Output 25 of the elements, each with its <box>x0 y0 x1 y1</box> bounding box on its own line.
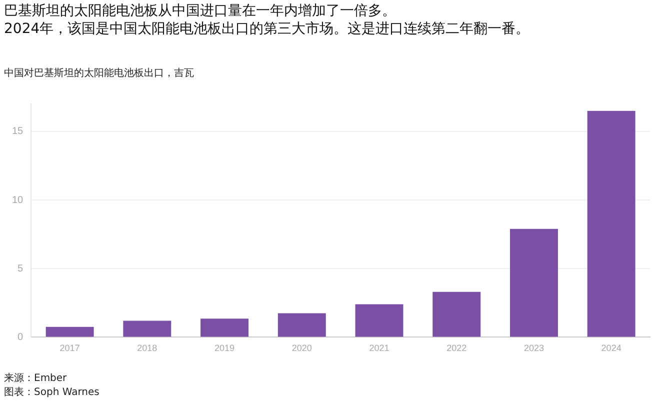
x-tick-label: 2019 <box>214 343 235 354</box>
y-tick-label: 5 <box>18 263 24 274</box>
chart-subtitle: 2024年，该国是中国太阳能电池板出口的第三大市场。这是进口连续第二年翻一番。 <box>4 20 530 38</box>
x-tick-label: 2024 <box>601 343 622 354</box>
bar <box>587 110 636 337</box>
bar <box>510 228 558 337</box>
x-tick-label: 2020 <box>292 343 312 354</box>
x-tick-label: 2023 <box>524 343 544 354</box>
bar <box>278 313 326 337</box>
source-note: 来源：Ember <box>4 372 68 386</box>
bar <box>123 320 172 337</box>
x-tick-label: 2017 <box>60 343 80 354</box>
y-tick-label: 10 <box>12 194 24 206</box>
bar <box>355 304 404 337</box>
x-tick-label: 2021 <box>369 343 390 354</box>
bar <box>46 326 94 337</box>
y-tick-label: 15 <box>12 126 24 138</box>
chart-title: 巴基斯坦的太阳能电池板从中国进口量在一年内增加了一倍多。 <box>4 2 396 20</box>
bar <box>200 318 249 337</box>
x-tick-label: 2022 <box>446 343 467 354</box>
text: 图表：Soph Warnes <box>4 386 100 400</box>
bar <box>432 292 481 337</box>
y-tick-label: 0 <box>18 332 24 343</box>
x-tick-label: 2018 <box>137 343 158 354</box>
y-axis-title: 中国对巴基斯坦的太阳能电池板出口，吉瓦 <box>4 66 194 80</box>
